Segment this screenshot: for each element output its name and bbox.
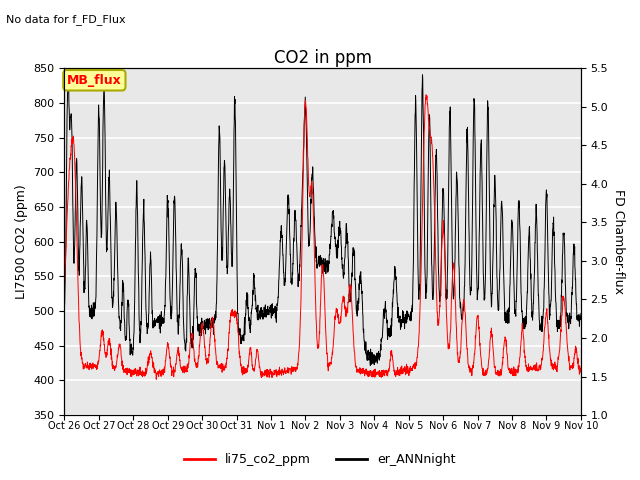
- Text: No data for f_FD_Flux: No data for f_FD_Flux: [6, 14, 126, 25]
- Y-axis label: FD Chamber-flux: FD Chamber-flux: [612, 189, 625, 294]
- Y-axis label: LI7500 CO2 (ppm): LI7500 CO2 (ppm): [15, 184, 28, 299]
- Title: CO2 in ppm: CO2 in ppm: [274, 48, 372, 67]
- Text: MB_flux: MB_flux: [67, 74, 122, 87]
- Legend: li75_co2_ppm, er_ANNnight: li75_co2_ppm, er_ANNnight: [179, 448, 461, 471]
